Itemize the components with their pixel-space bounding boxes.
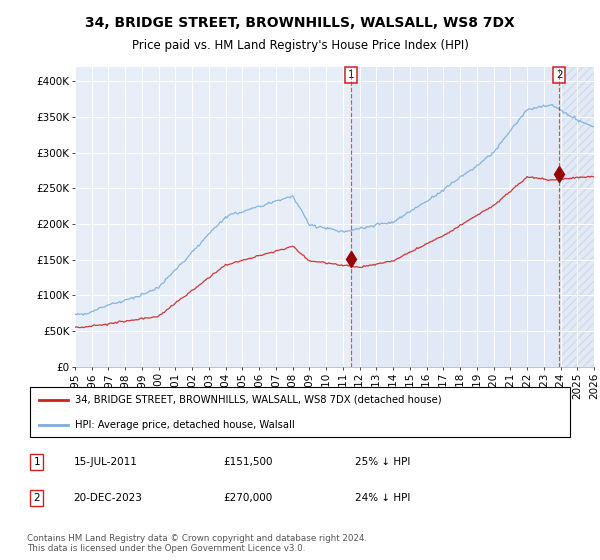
Text: 1: 1 <box>34 457 40 467</box>
Text: 24% ↓ HPI: 24% ↓ HPI <box>355 493 410 503</box>
Text: 2: 2 <box>34 493 40 503</box>
Text: 1: 1 <box>348 69 355 80</box>
Text: HPI: Average price, detached house, Walsall: HPI: Average price, detached house, Wals… <box>75 420 295 430</box>
Bar <box>351 67 559 367</box>
Bar <box>559 67 595 367</box>
Text: 25% ↓ HPI: 25% ↓ HPI <box>355 457 410 467</box>
Text: 15-JUL-2011: 15-JUL-2011 <box>73 457 137 467</box>
Text: £270,000: £270,000 <box>224 493 273 503</box>
Text: 34, BRIDGE STREET, BROWNHILLS, WALSALL, WS8 7DX: 34, BRIDGE STREET, BROWNHILLS, WALSALL, … <box>85 16 515 30</box>
Text: Contains HM Land Registry data © Crown copyright and database right 2024.
This d: Contains HM Land Registry data © Crown c… <box>27 534 367 553</box>
Text: Price paid vs. HM Land Registry's House Price Index (HPI): Price paid vs. HM Land Registry's House … <box>131 39 469 52</box>
FancyBboxPatch shape <box>30 387 570 437</box>
Text: 20-DEC-2023: 20-DEC-2023 <box>73 493 142 503</box>
Text: £151,500: £151,500 <box>224 457 273 467</box>
Text: 34, BRIDGE STREET, BROWNHILLS, WALSALL, WS8 7DX (detached house): 34, BRIDGE STREET, BROWNHILLS, WALSALL, … <box>75 395 442 404</box>
Text: 2: 2 <box>556 69 562 80</box>
